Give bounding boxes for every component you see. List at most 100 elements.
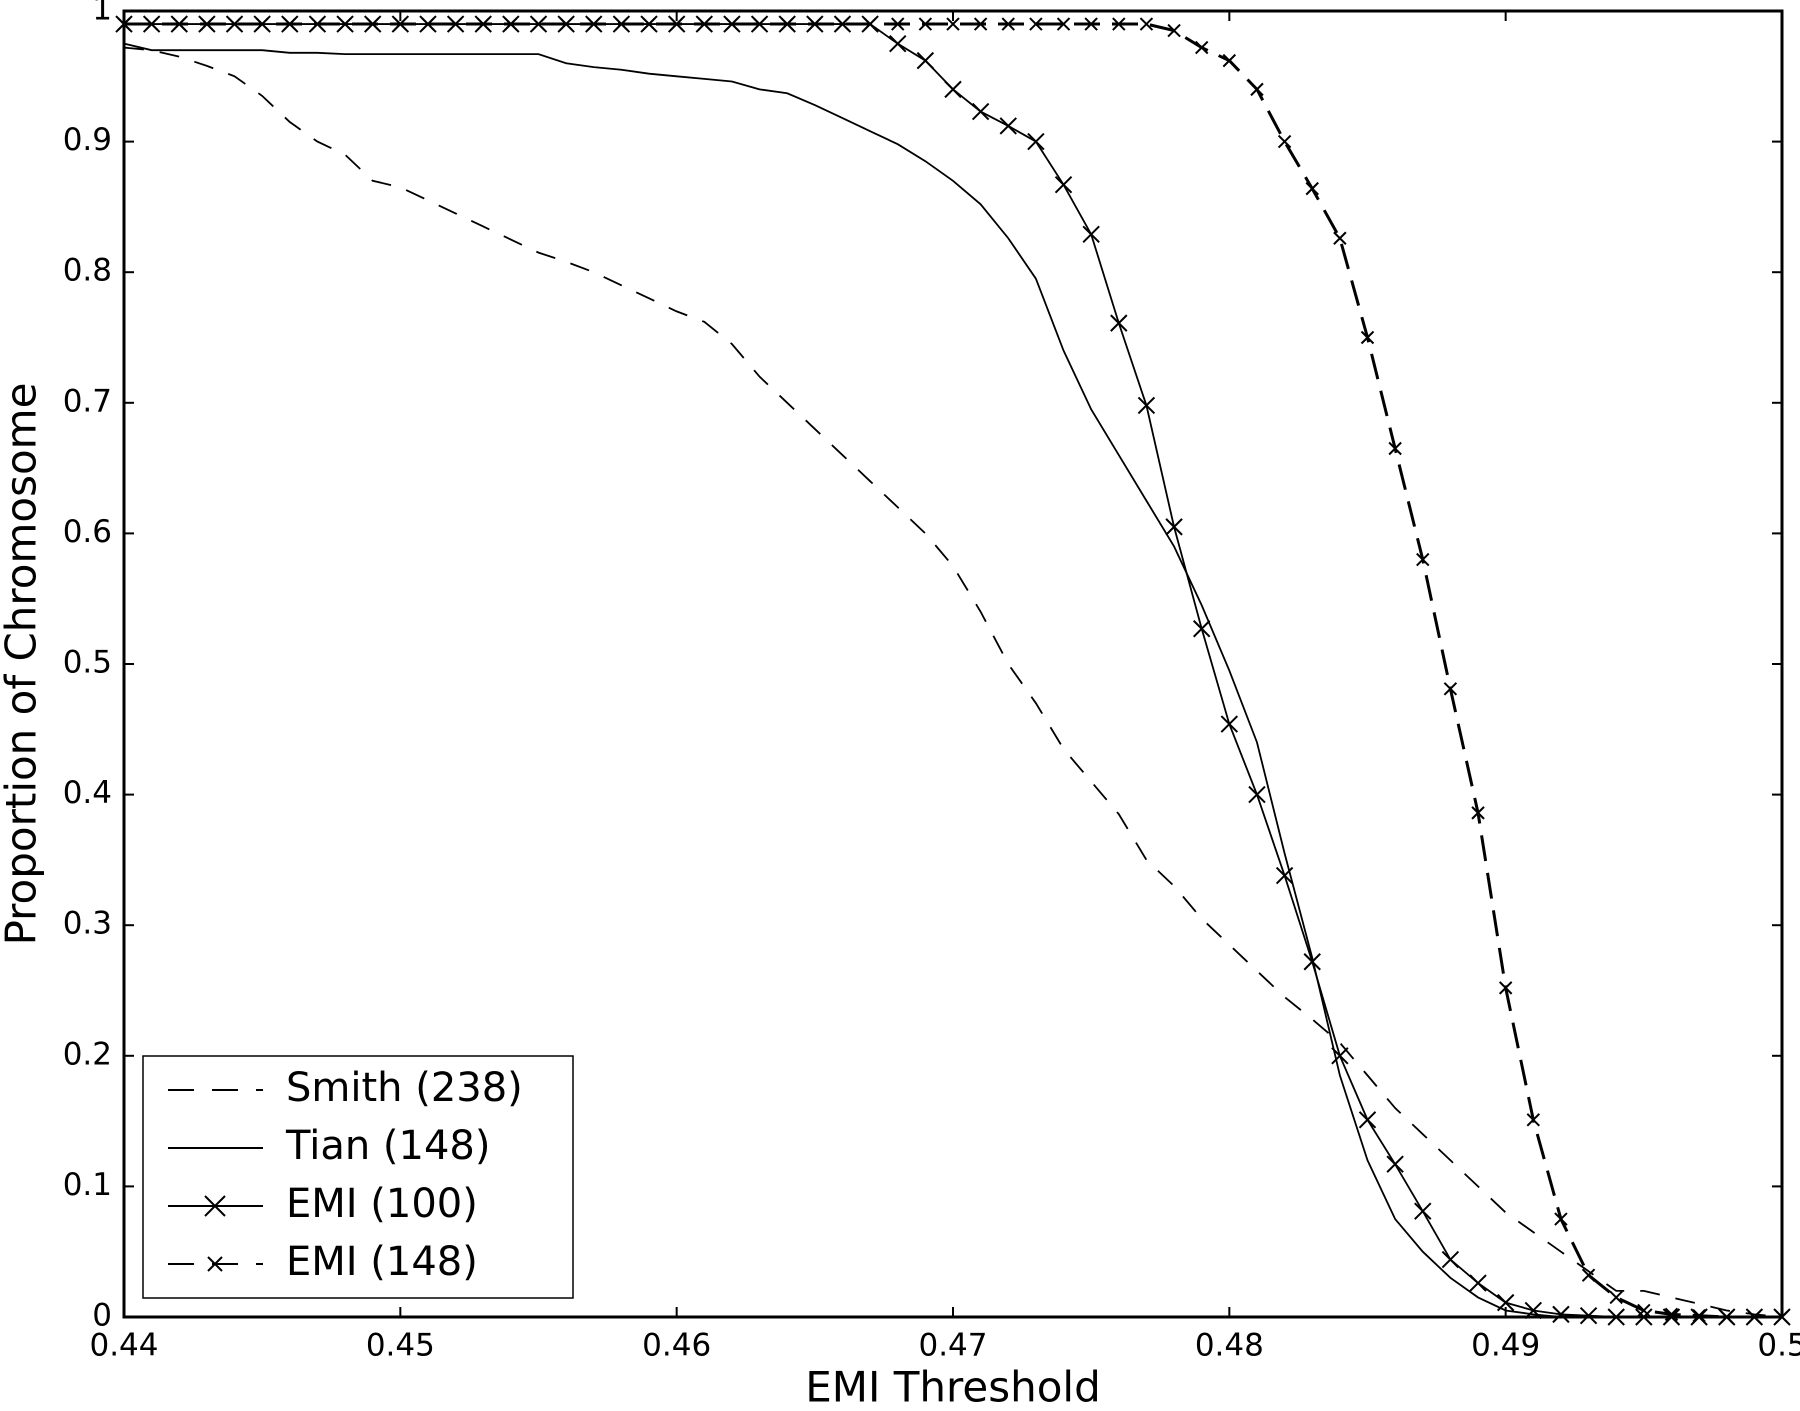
y-tick-label: 0.4 — [63, 775, 112, 811]
marker — [780, 17, 794, 31]
marker — [971, 102, 990, 121]
marker — [725, 17, 739, 31]
marker — [144, 17, 159, 31]
legend-frame — [142, 1055, 574, 1299]
legend-label: Smith (238) — [286, 1065, 523, 1111]
marker — [531, 17, 546, 31]
marker — [1192, 620, 1211, 638]
y-tick-label: 0.6 — [63, 514, 112, 550]
marker — [1388, 441, 1402, 456]
marker — [1220, 715, 1239, 733]
marker — [835, 17, 850, 31]
marker — [310, 17, 325, 31]
marker — [1250, 82, 1264, 97]
marker — [1496, 1293, 1515, 1312]
marker — [1333, 231, 1347, 245]
marker — [1581, 1268, 1596, 1282]
marker — [1001, 17, 1015, 31]
marker — [946, 17, 960, 31]
marker — [918, 17, 933, 31]
marker — [448, 17, 463, 31]
marker — [587, 17, 601, 31]
marker — [669, 17, 684, 31]
marker — [476, 17, 490, 31]
marker — [1526, 1113, 1541, 1127]
marker — [1331, 1047, 1349, 1065]
marker — [1441, 1250, 1460, 1269]
marker — [1110, 314, 1128, 332]
marker — [1139, 17, 1154, 31]
marker — [1222, 53, 1237, 68]
legend-label: Tian (148) — [285, 1123, 490, 1169]
marker — [642, 17, 656, 31]
marker — [504, 17, 518, 31]
marker — [227, 17, 242, 31]
marker — [891, 17, 905, 31]
x-tick-label: 0.49 — [1471, 1328, 1540, 1364]
marker — [1469, 1274, 1487, 1292]
marker — [973, 17, 988, 31]
marker — [421, 17, 435, 31]
marker — [559, 17, 573, 31]
marker — [697, 17, 712, 31]
marker — [1443, 682, 1458, 696]
marker — [1167, 23, 1181, 38]
marker — [1554, 1212, 1568, 1226]
marker — [1609, 1290, 1623, 1305]
marker — [614, 17, 629, 31]
marker — [1358, 1111, 1377, 1129]
marker — [1498, 981, 1513, 995]
marker — [1386, 1155, 1404, 1173]
marker — [1275, 866, 1294, 885]
marker — [752, 17, 767, 31]
series — [123, 42, 1782, 1318]
marker — [1137, 396, 1156, 415]
marker — [1165, 518, 1183, 536]
x-tick-label: 0.5 — [1757, 1328, 1800, 1364]
marker — [200, 17, 214, 31]
marker — [999, 117, 1017, 135]
marker — [1471, 806, 1485, 820]
y-tick-label: 0.2 — [63, 1036, 112, 1072]
x-tick-label: 0.44 — [89, 1328, 158, 1364]
marker — [1248, 785, 1266, 804]
marker — [1303, 953, 1321, 971]
marker — [808, 17, 822, 31]
y-tick-label: 0.9 — [63, 122, 112, 158]
marker — [1416, 552, 1430, 567]
marker — [863, 17, 877, 31]
marker — [283, 17, 297, 31]
x-tick-label: 0.48 — [1195, 1328, 1264, 1364]
y-tick-label: 0.1 — [63, 1167, 112, 1203]
y-tick-label: 0.3 — [63, 906, 112, 942]
marker — [255, 17, 269, 31]
marker — [1277, 134, 1292, 149]
marker — [1552, 1305, 1570, 1324]
x-tick-label: 0.47 — [918, 1328, 987, 1364]
marker — [1414, 1202, 1432, 1220]
x-axis-label: EMI Threshold — [805, 1363, 1101, 1411]
legend: Smith (238) Tian (148) EMI (100) EMI (148) — [142, 1055, 574, 1299]
y-tick-label: 0 — [92, 1298, 112, 1334]
marker — [889, 34, 907, 53]
y-tick-label: 0.7 — [63, 383, 112, 419]
marker — [944, 80, 962, 99]
marker — [204, 1195, 226, 1217]
marker — [365, 17, 380, 31]
marker — [1637, 1303, 1651, 1318]
legend-label: EMI (148) — [286, 1239, 478, 1285]
data-line — [123, 42, 1782, 1318]
marker — [1027, 132, 1045, 151]
marker — [393, 17, 408, 31]
marker — [1084, 17, 1098, 31]
marker — [338, 17, 352, 31]
marker — [1305, 181, 1319, 196]
marker — [1112, 17, 1126, 31]
marker — [1082, 225, 1100, 244]
marker — [172, 17, 186, 31]
y-tick-label: 0.5 — [63, 645, 112, 681]
marker — [1360, 330, 1375, 345]
y-tick-label: 0.8 — [63, 253, 112, 289]
marker — [916, 51, 935, 70]
